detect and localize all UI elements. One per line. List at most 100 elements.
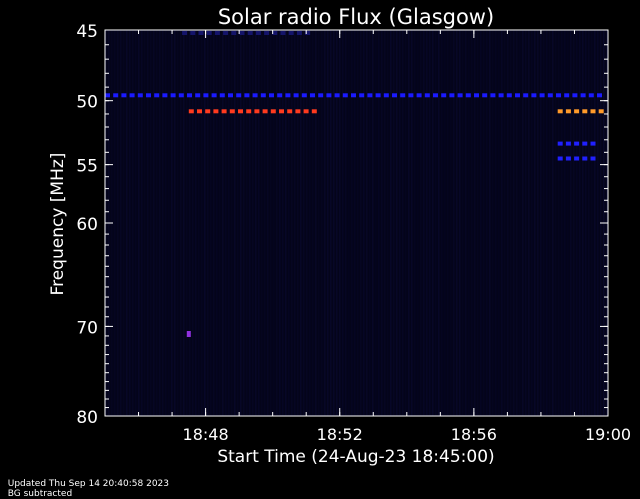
emission-dash — [557, 141, 563, 146]
noise-stripe — [153, 30, 155, 416]
emission-dash — [449, 93, 455, 98]
emission-dash — [238, 109, 243, 114]
emission-dash — [229, 109, 235, 114]
noise-stripe — [168, 30, 170, 416]
noise-stripe — [495, 30, 497, 416]
noise-stripe — [264, 30, 266, 416]
noise-stripe — [480, 30, 482, 416]
noise-stripe — [228, 30, 230, 416]
noise-stripe — [171, 30, 173, 416]
noise-stripe — [303, 30, 305, 416]
emission-dash — [206, 31, 212, 35]
noise-stripe — [234, 30, 236, 416]
noise-stripe — [429, 30, 431, 416]
noise-stripe — [555, 30, 557, 416]
emission-dash — [433, 93, 438, 98]
emission-dash — [515, 93, 520, 98]
noise-stripe — [498, 30, 500, 416]
x-axis-label: Start Time (24-Aug-23 18:45:00) — [217, 447, 494, 467]
emission-dash — [197, 109, 202, 114]
y-tick-label: 50 — [76, 93, 98, 113]
emission-dash — [310, 93, 315, 98]
emission-dash — [213, 109, 219, 114]
noise-stripe — [510, 30, 512, 416]
noise-stripe — [285, 30, 287, 416]
noise-stripe — [549, 30, 551, 416]
emission-dash — [305, 31, 311, 35]
emission-dash — [279, 109, 284, 114]
noise-stripe — [189, 30, 191, 416]
noise-stripe — [273, 30, 275, 416]
noise-stripe — [396, 30, 398, 416]
chart-title: Solar radio Flux (Glasgow) — [218, 5, 494, 29]
noise-stripe — [585, 30, 587, 416]
noise-stripe — [540, 30, 542, 416]
emission-dash — [424, 93, 430, 98]
noise-stripe — [288, 30, 290, 416]
emission-dash — [137, 93, 143, 98]
emission-dash — [490, 93, 496, 98]
noise-stripe — [336, 30, 338, 416]
emission-dash — [296, 31, 302, 35]
emission-spot — [186, 331, 191, 337]
emission-dash — [170, 93, 176, 98]
noise-stripe — [558, 30, 560, 416]
noise-stripe — [588, 30, 590, 416]
noise-stripe — [450, 30, 452, 416]
emission-dash — [557, 109, 563, 114]
noise-stripe — [564, 30, 566, 416]
noise-stripe — [357, 30, 359, 416]
noise-stripe — [492, 30, 494, 416]
emission-dash — [277, 93, 283, 98]
noise-stripe — [126, 30, 128, 416]
noise-stripe — [594, 30, 596, 416]
emission-dash — [556, 93, 561, 98]
noise-stripe — [345, 30, 347, 416]
emission-dash — [254, 109, 260, 114]
noise-stripe — [531, 30, 533, 416]
emission-dash — [539, 93, 545, 98]
emission-dash — [272, 31, 278, 35]
emission-dash — [565, 141, 571, 146]
noise-stripe — [435, 30, 437, 416]
noise-stripe — [507, 30, 509, 416]
noise-stripe — [129, 30, 131, 416]
noise-stripe — [402, 30, 404, 416]
emission-dash — [129, 93, 135, 98]
emission-dash — [590, 109, 596, 114]
emission-dash — [598, 109, 604, 114]
noise-stripe — [144, 30, 146, 416]
emission-dash — [214, 31, 220, 35]
noise-stripe — [423, 30, 425, 416]
noise-stripe — [390, 30, 392, 416]
noise-stripe — [522, 30, 524, 416]
y-tick-label: 55 — [76, 157, 98, 177]
noise-stripe — [207, 30, 209, 416]
noise-stripe — [300, 30, 302, 416]
noise-stripe — [384, 30, 386, 416]
emission-dash — [264, 31, 270, 35]
emission-dash — [239, 31, 245, 35]
x-tick-label: 18:52 — [317, 425, 363, 444]
emission-dash — [262, 109, 268, 114]
emission-dash — [574, 109, 580, 114]
noise-stripe — [120, 30, 122, 416]
emission-dash — [293, 93, 299, 98]
emission-dash — [482, 93, 488, 98]
noise-stripe — [414, 30, 416, 416]
noise-stripe — [339, 30, 341, 416]
noise-stripe — [114, 30, 116, 416]
emission-dash — [113, 93, 119, 98]
emission-dash — [580, 93, 586, 98]
noise-stripe — [198, 30, 200, 416]
y-tick-label: 70 — [76, 318, 98, 338]
noise-stripe — [213, 30, 215, 416]
emission-dash — [590, 156, 596, 161]
noise-stripe — [381, 30, 383, 416]
noise-stripe — [150, 30, 152, 416]
emission-dash — [383, 93, 389, 98]
emission-dash — [582, 156, 588, 161]
noise-stripe — [147, 30, 149, 416]
noise-stripe — [306, 30, 308, 416]
noise-stripe — [267, 30, 269, 416]
